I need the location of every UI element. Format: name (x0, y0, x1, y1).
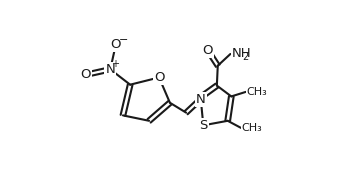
Text: −: − (119, 35, 128, 45)
Text: O: O (202, 44, 213, 57)
Text: N: N (105, 63, 115, 76)
Text: O: O (154, 71, 164, 84)
Text: O: O (81, 68, 91, 81)
Text: CH₃: CH₃ (242, 123, 263, 133)
Text: CH₃: CH₃ (246, 87, 267, 97)
Text: +: + (111, 59, 119, 69)
Text: N: N (196, 93, 206, 106)
Text: NH: NH (231, 48, 251, 60)
Text: O: O (111, 38, 121, 52)
Text: S: S (199, 119, 208, 132)
Text: 2: 2 (242, 52, 248, 62)
